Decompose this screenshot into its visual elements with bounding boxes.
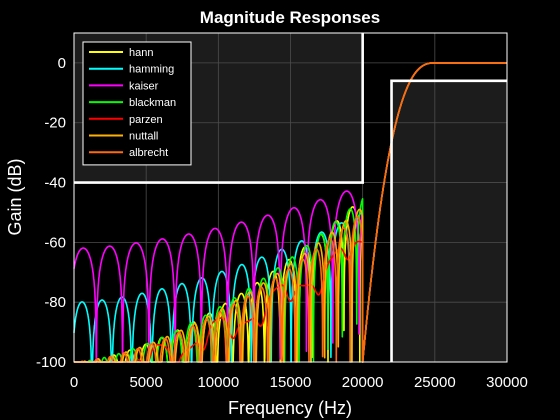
x-tick-label: 10000 [197,374,239,391]
y-tick-label: 0 [58,55,66,72]
legend-label-albrecht: albrecht [129,147,168,159]
legend-label-parzen: parzen [129,114,163,126]
chart-title: Magnitude Responses [200,8,380,27]
y-tick-label: -100 [36,354,66,371]
x-axis-label: Frequency (Hz) [228,398,352,418]
legend-box [82,41,192,166]
legend-label-kaiser: kaiser [129,80,159,92]
plot-frame [73,32,508,363]
legend: hann hamming kaiser blackman parzen nuttall al… [82,41,192,166]
x-tick-label: 30000 [486,374,528,391]
legend-label-blackman: blackman [129,97,176,109]
y-tick-label: -40 [44,175,66,192]
y-tick-label: -20 [44,115,66,132]
x-tick-label: 5000 [129,374,162,391]
x-tick-label: 15000 [270,374,312,391]
y-tick-label: -60 [44,234,66,251]
y-tick-label: -80 [44,294,66,311]
x-tick-label: 25000 [414,374,456,391]
legend-label-nuttall: nuttall [129,131,158,143]
spec-mask-lines [74,33,507,362]
passband-mask-line [390,79,507,362]
legend-label-hann: hann [129,47,153,59]
y-tick-labels: -100 -80 -60 -40 -20 0 [36,55,66,371]
y-axis-label: Gain (dB) [5,158,25,235]
passband-shaded-region [391,80,507,362]
stopband-mask-line [74,33,364,184]
x-tick-label: 0 [70,374,78,391]
legend-label-hamming: hamming [129,64,174,76]
x-tick-labels: 0 5000 10000 15000 20000 25000 30000 [70,374,528,391]
x-tick-label: 20000 [342,374,384,391]
